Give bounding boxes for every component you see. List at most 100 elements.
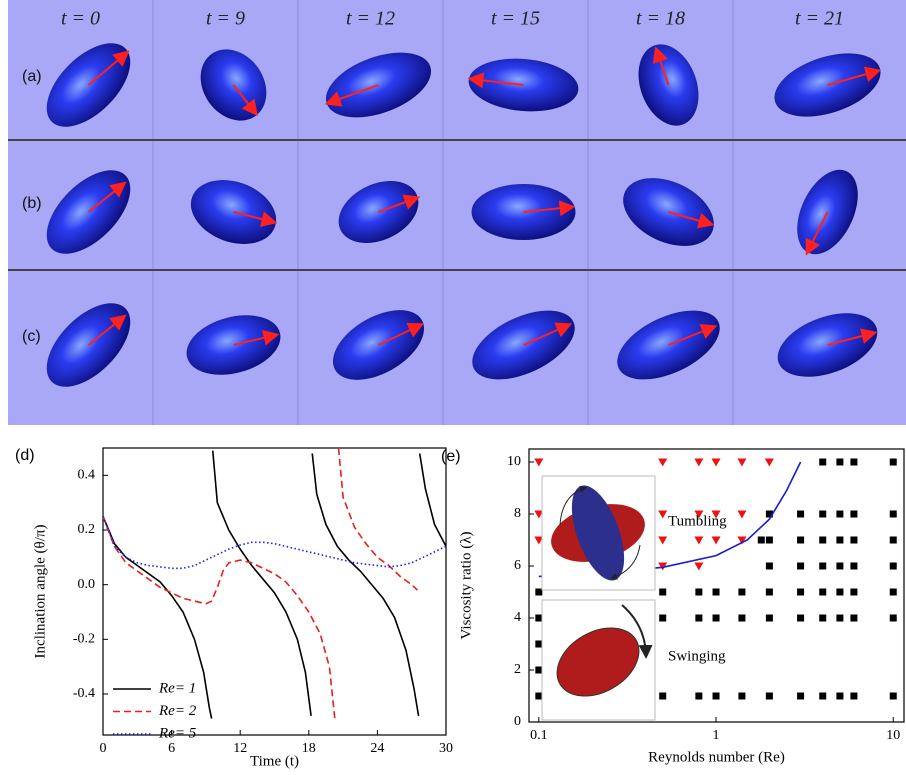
y-axis-title: Inclination angle (θ/π) bbox=[32, 525, 48, 659]
swinging-point bbox=[797, 692, 805, 700]
snapshot-background bbox=[8, 0, 906, 425]
orientation-arrow bbox=[87, 181, 127, 213]
legend-label: Re= 1 bbox=[158, 680, 196, 696]
swinging-point bbox=[850, 562, 858, 570]
orientation-arrow bbox=[232, 84, 258, 117]
y-tick-label: 6 bbox=[514, 558, 521, 573]
panel-label: (d) bbox=[15, 447, 35, 464]
swinging-point bbox=[695, 614, 703, 622]
y-tick-label: 0.2 bbox=[78, 522, 96, 537]
swinging-point bbox=[819, 614, 827, 622]
x-axis-title: Time (t) bbox=[250, 753, 299, 769]
row-label: (c) bbox=[22, 328, 41, 345]
orientation-arrow bbox=[805, 211, 829, 256]
swinging-point bbox=[765, 536, 773, 544]
regime-label: Tumbling bbox=[668, 513, 727, 529]
swinging-point bbox=[819, 536, 827, 544]
y-tick-label: 0.0 bbox=[78, 577, 96, 592]
x-tick-label: 0.1 bbox=[530, 728, 548, 743]
orientation-arrow bbox=[827, 328, 878, 346]
column-header: t = 9 bbox=[206, 8, 245, 30]
swinging-point bbox=[765, 510, 773, 518]
swinging-point bbox=[850, 536, 858, 544]
y-axis-title: Viscosity ratio (λ) bbox=[458, 531, 474, 639]
swinging-point bbox=[819, 692, 827, 700]
inset-arrow bbox=[559, 486, 587, 526]
swinging-point bbox=[889, 562, 897, 570]
swinging-point bbox=[712, 692, 720, 700]
orientation-arrow bbox=[523, 322, 573, 346]
swinging-point bbox=[712, 614, 720, 622]
x-tick-label: 10 bbox=[886, 728, 900, 743]
swinging-point bbox=[850, 614, 858, 622]
swinging-point bbox=[850, 692, 858, 700]
swinging-point bbox=[695, 692, 703, 700]
swinging-point bbox=[850, 458, 858, 466]
tumbling-point bbox=[694, 562, 704, 571]
swinging-point bbox=[659, 588, 667, 596]
x-axis-title: Reynolds number (Re) bbox=[648, 749, 785, 765]
column-header: t = 18 bbox=[636, 8, 685, 30]
y-tick-label: 4 bbox=[514, 610, 521, 625]
column-header: t = 21 bbox=[795, 8, 844, 30]
swinging-point bbox=[535, 588, 543, 596]
swinging-point bbox=[738, 614, 746, 622]
y-tick-label: 10 bbox=[507, 454, 521, 469]
snapshot-grid: t = 0 t = 9 t = 12 t = 15 t = 18 t = 21 (a) (b)… bbox=[8, 0, 906, 425]
orientation-arrow bbox=[827, 66, 882, 86]
tumbling-point bbox=[658, 536, 668, 545]
swinging-point bbox=[836, 614, 844, 622]
tumbling-point bbox=[534, 510, 544, 519]
tumbling-point bbox=[737, 536, 747, 545]
plot-area bbox=[534, 458, 897, 700]
swinging-point bbox=[836, 510, 844, 518]
tumbling-point bbox=[534, 458, 544, 467]
tumbling-point bbox=[694, 458, 704, 467]
orientation-arrow bbox=[467, 72, 524, 89]
swinging-point bbox=[765, 562, 773, 570]
tumbling-point bbox=[711, 458, 721, 467]
inset-cell bbox=[556, 627, 640, 697]
swinging-point bbox=[535, 692, 543, 700]
swinging-point bbox=[535, 666, 543, 674]
orientation-arrow bbox=[324, 84, 379, 107]
inset-cell bbox=[571, 485, 625, 581]
tumbling-point bbox=[737, 458, 747, 467]
swinging-point bbox=[765, 692, 773, 700]
swinging-point bbox=[659, 614, 667, 622]
x-tick-label: 0 bbox=[100, 741, 107, 756]
tumbling-point bbox=[534, 536, 544, 545]
plot-area bbox=[103, 448, 446, 722]
tumbling-point bbox=[737, 510, 747, 519]
tumbling-point bbox=[711, 510, 721, 519]
swinging-point bbox=[850, 510, 858, 518]
swinging-point bbox=[889, 614, 897, 622]
x-tick-label: 1 bbox=[713, 728, 720, 743]
swinging-point bbox=[836, 458, 844, 466]
x-tick-label: 30 bbox=[439, 741, 453, 756]
tumbling-point bbox=[658, 458, 668, 467]
row-label: (a) bbox=[22, 68, 42, 85]
series-line bbox=[103, 448, 418, 722]
swinging-point bbox=[889, 536, 897, 544]
swinging-point bbox=[738, 692, 746, 700]
chart: -0.4 -0.2 0.0 0.2 0.4 0 6 12 18 24 30 Time (t) Incli… bbox=[15, 447, 453, 769]
swinging-point bbox=[535, 614, 543, 622]
insets bbox=[541, 475, 656, 721]
swinging-point bbox=[819, 562, 827, 570]
inset-arrow bbox=[610, 544, 641, 580]
x-tick-label: 24 bbox=[370, 741, 384, 756]
swinging-point bbox=[889, 692, 897, 700]
orientation-arrow bbox=[87, 50, 130, 86]
y-tick-label: -0.2 bbox=[73, 632, 95, 647]
swinging-point bbox=[889, 458, 897, 466]
legend-label: Re= 2 bbox=[158, 703, 197, 719]
swinging-point bbox=[797, 562, 805, 570]
swinging-point bbox=[765, 614, 773, 622]
swinging-point bbox=[738, 588, 746, 596]
swinging-point bbox=[797, 536, 805, 544]
orientation-arrow bbox=[233, 329, 280, 346]
series-line bbox=[103, 516, 446, 570]
tumbling-point bbox=[658, 510, 668, 519]
